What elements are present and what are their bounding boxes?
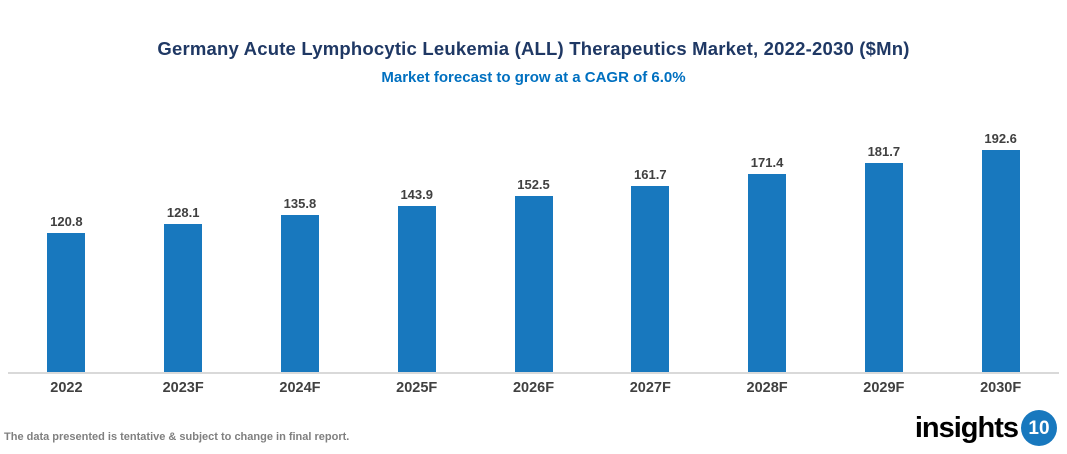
x-axis-label: 2026F (512, 380, 555, 396)
bar-value-label: 161.7 (634, 167, 667, 182)
bar (280, 215, 319, 372)
bar-chart: 120.8 128.1 135.8 143.9 152.5 161.7 171.4 181.7… (8, 100, 1059, 396)
bar (514, 196, 553, 372)
bar (981, 150, 1020, 372)
bar (864, 163, 903, 372)
bar-value-label: 181.7 (867, 144, 901, 159)
x-axis-label: 2023F (162, 380, 204, 396)
x-axis-label: 2022 (50, 380, 83, 396)
bar-group-2025F: 143.9 (358, 187, 475, 372)
x-axis: 2022 2023F 2024F 2025F 2026F 2027F 2028F 2029F 2… (8, 380, 1059, 396)
x-axis-label: 2029F (863, 380, 905, 396)
bar-group-2028F: 171.4 (709, 155, 826, 372)
bar-group-2030F: 192.6 (942, 131, 1059, 372)
x-axis-label: 2030F (980, 380, 1022, 396)
x-axis-label: 2027F (629, 380, 671, 396)
bar-group-2029F: 181.7 (825, 144, 942, 372)
bar-value-label: 192.6 (984, 131, 1017, 146)
x-axis-label: 2024F (279, 380, 321, 396)
bar-value-label: 120.8 (50, 214, 83, 229)
bar-value-label: 143.9 (400, 187, 433, 202)
bar (397, 206, 436, 372)
bar-group-2024F: 135.8 (242, 196, 359, 372)
chart-title: Germany Acute Lymphocytic Leukemia (ALL)… (157, 38, 910, 59)
bar (631, 186, 670, 372)
insights10-logo: insights 10 (915, 410, 1057, 446)
bar-value-label: 128.1 (166, 205, 200, 220)
bar (164, 224, 203, 372)
bar-group-2026F: 152.5 (475, 177, 592, 372)
chart-header: Germany Acute Lymphocytic Leukemia (ALL)… (0, 0, 1067, 86)
bar-value-label: 135.8 (283, 196, 317, 211)
plot-area: 120.8 128.1 135.8 143.9 152.5 161.7 171.4 181.7… (8, 100, 1059, 374)
disclaimer-text: The data presented is tentative & subjec… (4, 431, 350, 443)
logo-badge: 10 (1021, 410, 1057, 446)
bar-value-label: 152.5 (517, 177, 550, 192)
bar (748, 174, 787, 372)
bar-group-2022: 120.8 (8, 214, 125, 372)
bar (47, 233, 86, 372)
x-axis-label: 2028F (746, 380, 788, 396)
chart-subtitle: Market forecast to grow at a CAGR of 6.0… (381, 69, 686, 86)
bar-value-label: 171.4 (750, 155, 784, 170)
bar-group-2027F: 161.7 (592, 167, 709, 372)
x-axis-label: 2025F (396, 380, 438, 396)
logo-text: insights (914, 411, 1019, 444)
bar-group-2023F: 128.1 (125, 205, 242, 372)
